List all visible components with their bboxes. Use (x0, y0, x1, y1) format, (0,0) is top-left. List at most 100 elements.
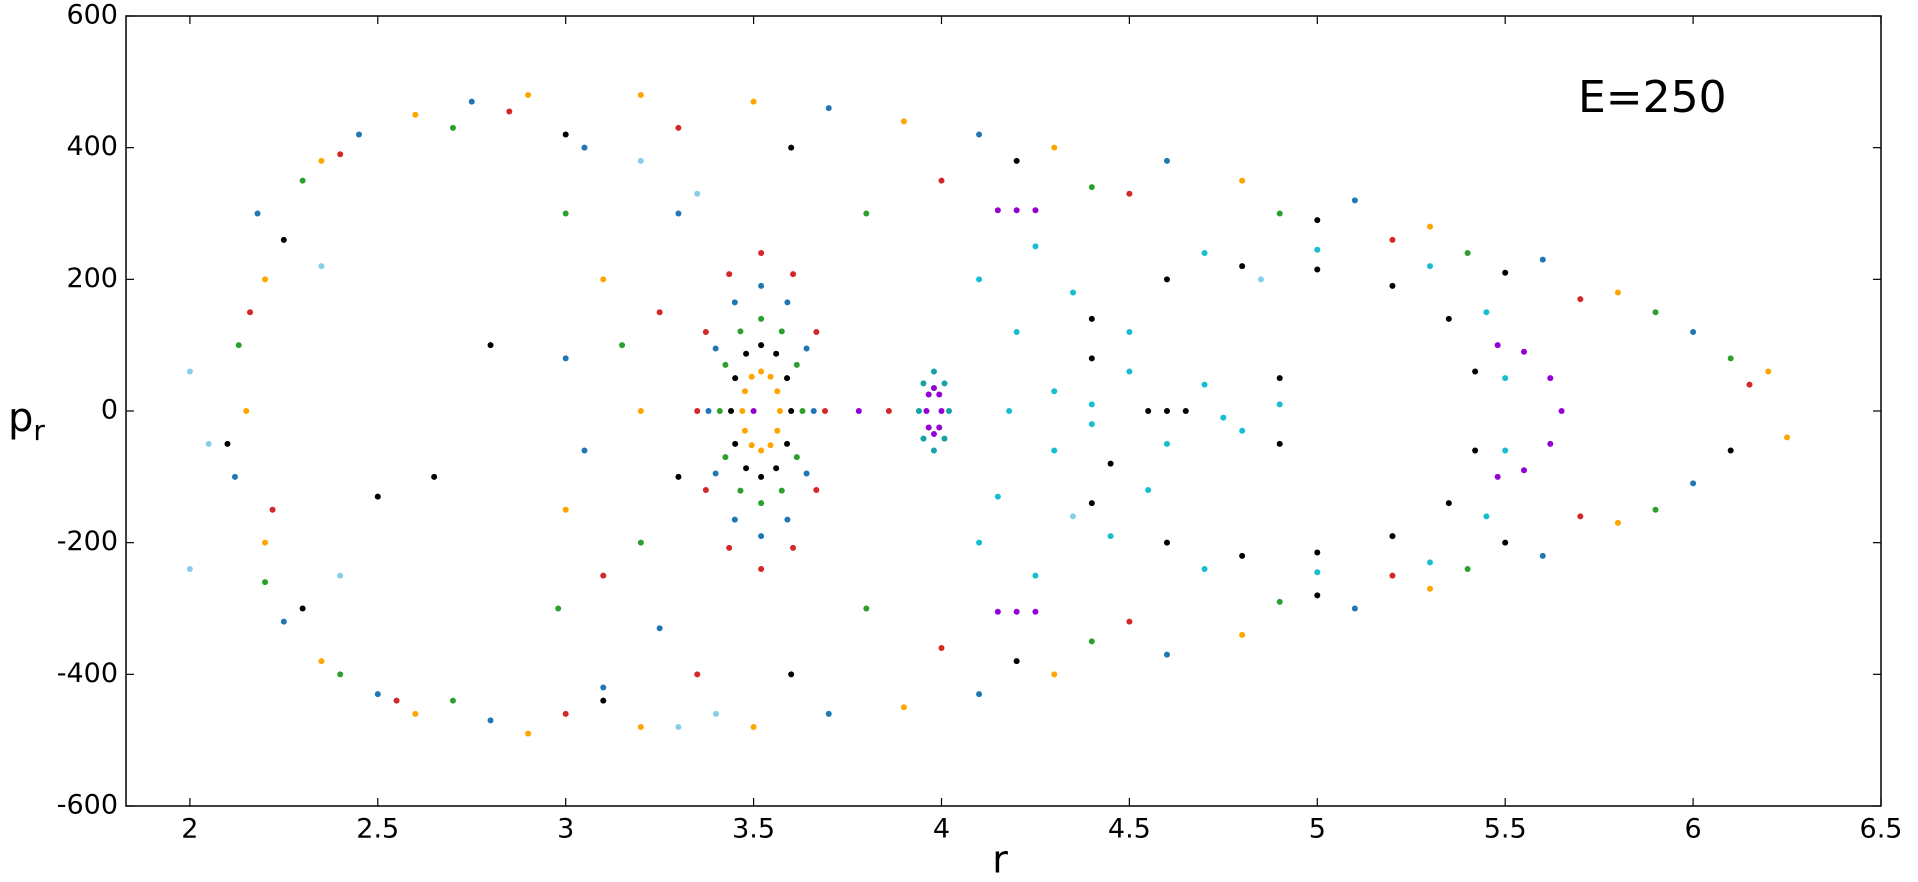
scatter-point (1276, 598, 1283, 605)
x-tick-label: 6 (1685, 814, 1702, 845)
scatter-point (1727, 447, 1734, 454)
scatter-point (675, 473, 682, 480)
scatter-point (758, 368, 765, 375)
scatter-point (863, 605, 870, 612)
scatter-point (1070, 513, 1077, 520)
scatter-point (863, 210, 870, 217)
scatter-point (1013, 658, 1020, 665)
scatter-point (712, 345, 719, 352)
scatter-point (637, 92, 644, 98)
scatter-point (694, 408, 701, 414)
scatter-point (716, 408, 723, 414)
scatter-point (1502, 269, 1509, 276)
scatter-point (600, 572, 607, 579)
scatter-point (1239, 177, 1246, 184)
scatter-point (920, 435, 927, 442)
scatter-point (449, 124, 456, 131)
scatter-point (737, 487, 744, 494)
scatter-point (487, 717, 494, 724)
scatter-point (925, 424, 932, 431)
scatter-point (790, 271, 797, 278)
scatter-point (1239, 552, 1246, 559)
scatter-point (726, 271, 733, 278)
scatter-point (1201, 250, 1208, 256)
x-tick-label: 4.5 (1108, 814, 1151, 845)
scatter-point (1201, 381, 1208, 388)
scatter-point (930, 368, 937, 375)
scatter-point (1126, 190, 1133, 197)
scatter-point (262, 539, 269, 546)
scatter-point (743, 350, 750, 357)
x-tick-label: 3 (557, 814, 574, 845)
x-axis-label: r (992, 838, 1008, 882)
x-tick-label: 6.5 (1860, 814, 1903, 845)
scatter-point (337, 572, 344, 579)
x-tick-label: 2.5 (356, 814, 399, 845)
scatter-point (656, 309, 663, 316)
scatter-point (702, 329, 709, 335)
scatter-point (269, 506, 276, 513)
scatter-point (1445, 315, 1452, 322)
scatter-point (748, 373, 755, 380)
plot-frame (125, 15, 1882, 807)
scatter-point (778, 487, 785, 494)
scatter-point (731, 516, 738, 523)
scatter-point (1652, 309, 1659, 316)
scatter-point (930, 384, 937, 391)
scatter-point (254, 210, 261, 217)
scatter-point (468, 98, 475, 105)
scatter-point (1746, 381, 1753, 388)
scatter-point (1088, 638, 1095, 645)
scatter-point (784, 440, 791, 447)
scatter-point (694, 671, 701, 678)
scatter-point (1163, 276, 1170, 283)
scatter-point (299, 605, 306, 612)
scatter-point (675, 124, 682, 131)
scatter-point (619, 342, 626, 349)
scatter-point (1502, 447, 1509, 454)
scatter-point (1314, 549, 1321, 556)
scatter-point (1088, 315, 1095, 322)
scatter-point (758, 315, 765, 322)
scatter-point (722, 454, 729, 461)
scatter-point (318, 658, 325, 665)
scatter-point (1032, 207, 1039, 214)
scatter-point (821, 408, 828, 414)
scatter-point (1163, 539, 1170, 546)
scatter-point (1145, 487, 1152, 493)
scatter-point (1502, 539, 1509, 546)
scatter-point (737, 328, 744, 335)
scatter-point (976, 276, 983, 283)
scatter-point (750, 724, 757, 730)
y-tick-label: 200 (66, 263, 118, 294)
y-tick-label: -600 (57, 790, 118, 821)
scatter-point (562, 355, 569, 362)
scatter-point (741, 388, 748, 395)
scatter-point (600, 697, 607, 704)
scatter-point (713, 710, 720, 717)
scatter-point (731, 299, 738, 306)
scatter-point (778, 328, 785, 335)
scatter-point (915, 408, 922, 414)
scatter-point (1652, 506, 1659, 513)
scatter-point (1013, 207, 1020, 214)
scatter-point (793, 454, 800, 461)
scatter-point (1088, 421, 1095, 428)
scatter-point (1126, 368, 1133, 375)
scatter-point (758, 473, 765, 480)
scatter-point (581, 144, 588, 151)
scatter-point (247, 309, 254, 316)
scatter-point (1502, 375, 1509, 382)
scatter-point (1006, 408, 1013, 414)
scatter-point (1051, 388, 1058, 395)
scatter-point (900, 704, 907, 711)
scatter-point (1276, 210, 1283, 217)
scatter-point (1614, 289, 1621, 296)
scatter-point (1577, 513, 1584, 520)
scatter-point (790, 544, 797, 551)
scatter-point (1351, 605, 1358, 612)
scatter-point (855, 408, 862, 414)
scatter-point (885, 408, 892, 414)
scatter-point (1483, 309, 1490, 316)
